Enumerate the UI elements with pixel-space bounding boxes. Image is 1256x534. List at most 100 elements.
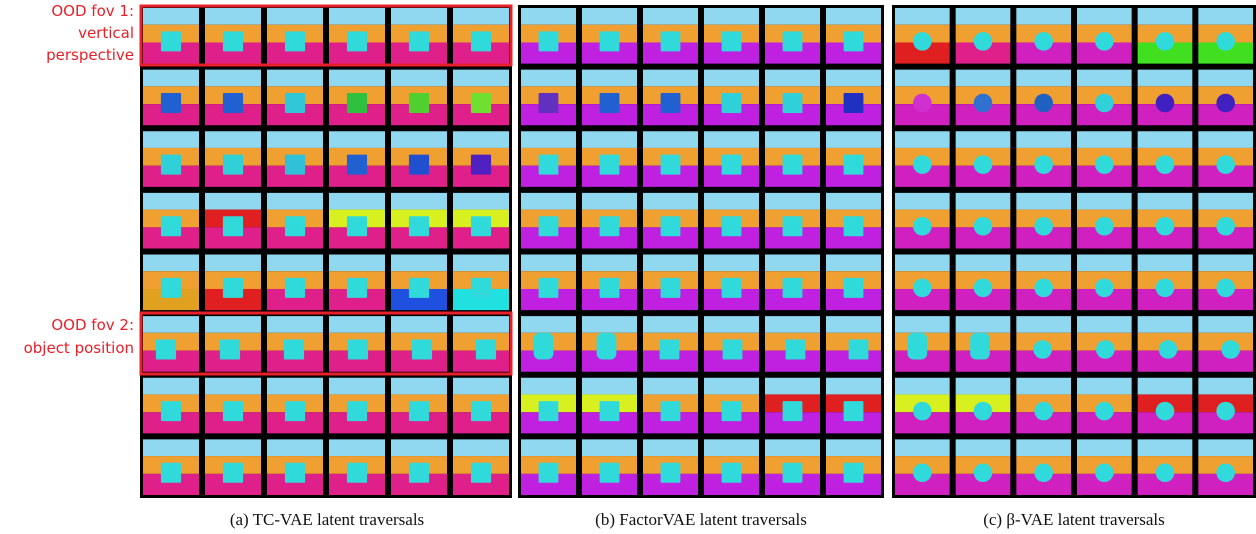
object: [534, 333, 554, 360]
object: [471, 31, 491, 51]
traversal-tile: [329, 378, 385, 434]
sky: [643, 316, 698, 333]
object: [1095, 217, 1114, 236]
sky: [521, 193, 576, 210]
sky: [205, 378, 261, 395]
traversal-tile: [205, 316, 261, 372]
traversal-tile: [1077, 70, 1132, 126]
object: [913, 155, 932, 174]
object: [409, 155, 429, 175]
sky: [267, 70, 323, 87]
traversal-tile: [956, 70, 1011, 126]
object: [1216, 32, 1235, 51]
object: [844, 31, 864, 51]
sky: [143, 255, 199, 272]
sky: [956, 8, 1011, 25]
traversal-tile: [267, 316, 323, 372]
traversal-tile: [521, 193, 576, 249]
traversal-tile: [205, 439, 261, 495]
object: [786, 339, 806, 359]
figure: OOD fov 1: vertical perspective OOD fov …: [0, 0, 1256, 534]
object: [600, 401, 620, 421]
traversal-tile: [391, 255, 447, 311]
sky: [582, 255, 637, 272]
object: [722, 155, 742, 175]
traversal-tile: [582, 316, 637, 372]
object: [722, 401, 742, 421]
object: [471, 216, 491, 236]
traversal-tile: [1138, 8, 1193, 64]
sky: [826, 8, 881, 25]
sky: [582, 70, 637, 87]
sky: [1016, 193, 1071, 210]
sky: [453, 316, 509, 333]
sky: [267, 8, 323, 25]
traversal-tile: [1016, 316, 1071, 372]
traversal-tile: [521, 8, 576, 64]
object: [600, 278, 620, 298]
traversal-tile: [1077, 131, 1132, 187]
sky: [143, 316, 199, 333]
sky: [826, 70, 881, 87]
traversal-tile: [521, 316, 576, 372]
object: [347, 216, 367, 236]
page: {"annotations": [ {"lines": ["OOD fov 1:…: [0, 0, 1256, 534]
sky: [143, 378, 199, 395]
object: [347, 155, 367, 175]
traversal-tile: [643, 439, 698, 495]
sky: [1138, 193, 1193, 210]
sky: [1198, 255, 1253, 272]
sky: [1077, 193, 1132, 210]
object: [844, 216, 864, 236]
object: [661, 278, 681, 298]
sky: [1077, 131, 1132, 148]
object: [1034, 94, 1053, 113]
object: [913, 32, 932, 51]
object: [783, 278, 803, 298]
traversal-tile: [1138, 255, 1193, 311]
traversal-tile: [643, 70, 698, 126]
annotation-line: perspective: [46, 46, 134, 64]
traversal-tile: [643, 316, 698, 372]
traversal-tile: [1138, 193, 1193, 249]
annotation-line: OOD fov 1:: [51, 2, 134, 20]
sky: [1077, 378, 1132, 395]
traversal-tile: [704, 131, 759, 187]
sky: [267, 439, 323, 456]
object: [1095, 402, 1114, 421]
traversal-tile: [1077, 255, 1132, 311]
object: [285, 463, 305, 483]
object: [974, 217, 993, 236]
sky: [329, 316, 385, 333]
object: [1034, 279, 1053, 298]
sky: [643, 70, 698, 87]
sky: [765, 131, 820, 148]
sky: [453, 193, 509, 210]
sky: [582, 439, 637, 456]
object: [161, 93, 181, 113]
sky: [391, 8, 447, 25]
sky: [704, 193, 759, 210]
object: [913, 94, 932, 113]
sky: [143, 8, 199, 25]
sky: [453, 439, 509, 456]
sky: [1016, 439, 1071, 456]
traversal-tile: [267, 193, 323, 249]
object: [1221, 340, 1240, 359]
sky: [643, 193, 698, 210]
traversal-tile: [765, 8, 820, 64]
object: [1033, 340, 1052, 359]
traversal-tile: [267, 378, 323, 434]
object: [220, 339, 240, 359]
object: [412, 339, 432, 359]
traversal-tile: [956, 378, 1011, 434]
sky: [826, 316, 881, 333]
sky: [704, 8, 759, 25]
traversal-tile: [1077, 8, 1132, 64]
object: [347, 401, 367, 421]
traversal-tile: [765, 439, 820, 495]
object: [600, 216, 620, 236]
object: [1216, 217, 1235, 236]
traversal-tile: [895, 131, 950, 187]
annotation-line: object position: [24, 339, 134, 357]
